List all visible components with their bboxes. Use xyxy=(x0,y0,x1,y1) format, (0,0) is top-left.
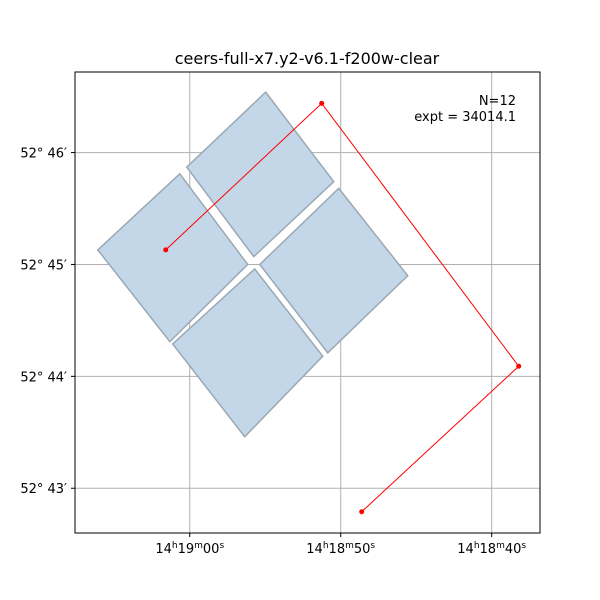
pointing xyxy=(319,100,325,106)
footprint xyxy=(171,267,324,438)
y-tick-label: 52° 46′ xyxy=(20,147,67,162)
footprint xyxy=(96,172,249,343)
y-tick-label: 52° 45′ xyxy=(20,258,67,273)
y-tick-label: 52° 44′ xyxy=(20,370,67,385)
pointing xyxy=(359,509,365,515)
plot-frame xyxy=(74,71,541,534)
chart-title: ceers-full-x7.y2-v6.1-f200w-clear xyxy=(175,49,440,68)
annotation: N=12 xyxy=(479,94,516,109)
x-tick-label: 14h18m40s xyxy=(457,541,526,557)
pointing xyxy=(163,247,169,253)
x-tick-label: 14h19m00s xyxy=(155,541,224,557)
y-tick-label: 52° 43′ xyxy=(20,482,67,497)
footprint xyxy=(258,187,409,354)
pointing-path xyxy=(165,102,520,513)
x-tick-label: 14h18m50s xyxy=(306,541,375,557)
footprint xyxy=(185,91,335,258)
pointing xyxy=(516,363,522,369)
annotation: expt = 34014.1 xyxy=(414,110,516,125)
